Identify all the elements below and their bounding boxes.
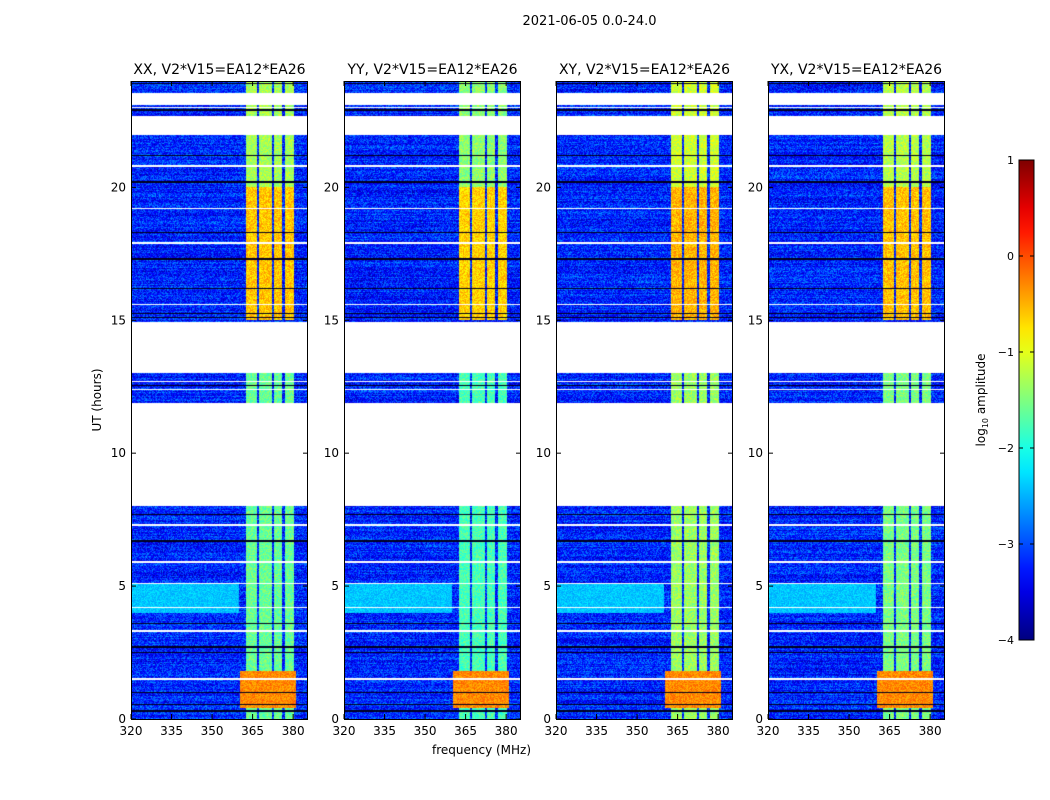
x-axis-label: frequency (MHz) bbox=[432, 743, 532, 757]
y-tick-label: 5 bbox=[331, 579, 339, 593]
y-tick-label: 15 bbox=[748, 313, 763, 327]
y-tick-label: 0 bbox=[543, 712, 551, 726]
y-tick-label: 20 bbox=[324, 180, 339, 194]
x-tick-label: 365 bbox=[878, 724, 901, 738]
axes-frame-1 bbox=[131, 81, 308, 720]
spectrogram-heatmap-1 bbox=[131, 81, 308, 719]
x-tick-label: 350 bbox=[626, 724, 649, 738]
x-tick-label: 365 bbox=[241, 724, 264, 738]
colorbar bbox=[1018, 159, 1035, 641]
x-tick-label: 380 bbox=[707, 724, 730, 738]
x-tick-label: 335 bbox=[585, 724, 608, 738]
colorbar-tick-label: 0 bbox=[1007, 250, 1014, 263]
y-tick-label: 0 bbox=[331, 712, 339, 726]
x-tick-label: 380 bbox=[495, 724, 518, 738]
panel-title-4: YX, V2*V15=EA12*EA26 bbox=[770, 62, 942, 78]
y-tick-label: 10 bbox=[536, 446, 551, 460]
y-tick-label: 10 bbox=[748, 446, 763, 460]
x-tick-label: 365 bbox=[666, 724, 689, 738]
x-tick-label: 350 bbox=[414, 724, 437, 738]
y-tick-label: 5 bbox=[543, 579, 551, 593]
x-tick-label: 320 bbox=[757, 724, 780, 738]
colorbar-tick-label: −2 bbox=[998, 442, 1014, 455]
y-tick-label: 20 bbox=[748, 180, 763, 194]
axes-frame-2 bbox=[344, 81, 521, 720]
y-tick-label: 20 bbox=[536, 180, 551, 194]
panel-title-3: XY, V2*V15=EA12*EA26 bbox=[559, 62, 730, 78]
x-tick-label: 320 bbox=[333, 724, 356, 738]
y-tick-label: 15 bbox=[324, 313, 339, 327]
x-tick-label: 335 bbox=[797, 724, 820, 738]
axes-frame-4 bbox=[768, 81, 945, 720]
x-tick-label: 350 bbox=[201, 724, 224, 738]
y-tick-label: 0 bbox=[118, 712, 126, 726]
x-tick-label: 350 bbox=[838, 724, 861, 738]
y-tick-label: 20 bbox=[111, 180, 126, 194]
spectrogram-heatmap-4 bbox=[768, 81, 945, 719]
colorbar-tick-label: −1 bbox=[998, 346, 1014, 359]
y-tick-label: 5 bbox=[755, 579, 763, 593]
x-tick-label: 335 bbox=[160, 724, 183, 738]
y-tick-label: 5 bbox=[118, 579, 126, 593]
colorbar-tick-label: −3 bbox=[998, 538, 1014, 551]
spectrogram-heatmap-2 bbox=[344, 81, 521, 719]
y-tick-label: 15 bbox=[536, 313, 551, 327]
y-tick-label: 0 bbox=[755, 712, 763, 726]
x-tick-label: 380 bbox=[919, 724, 942, 738]
panel-title-1: XX, V2*V15=EA12*EA26 bbox=[133, 62, 305, 78]
panel-title-2: YY, V2*V15=EA12*EA26 bbox=[346, 62, 517, 78]
x-tick-label: 320 bbox=[545, 724, 568, 738]
x-tick-label: 320 bbox=[120, 724, 143, 738]
colorbar-tick-label: −4 bbox=[998, 634, 1014, 647]
axes-frame-3 bbox=[556, 81, 733, 720]
spectrogram-heatmap-3 bbox=[556, 81, 733, 719]
figure-title: 2021-06-05 0.0-24.0 bbox=[522, 14, 657, 29]
y-tick-label: 10 bbox=[324, 446, 339, 460]
colorbar-tick-label: 1 bbox=[1007, 154, 1014, 167]
x-tick-label: 335 bbox=[373, 724, 396, 738]
y-tick-label: 10 bbox=[111, 446, 126, 460]
x-tick-label: 365 bbox=[454, 724, 477, 738]
x-tick-label: 380 bbox=[282, 724, 305, 738]
y-tick-label: 15 bbox=[111, 313, 126, 327]
